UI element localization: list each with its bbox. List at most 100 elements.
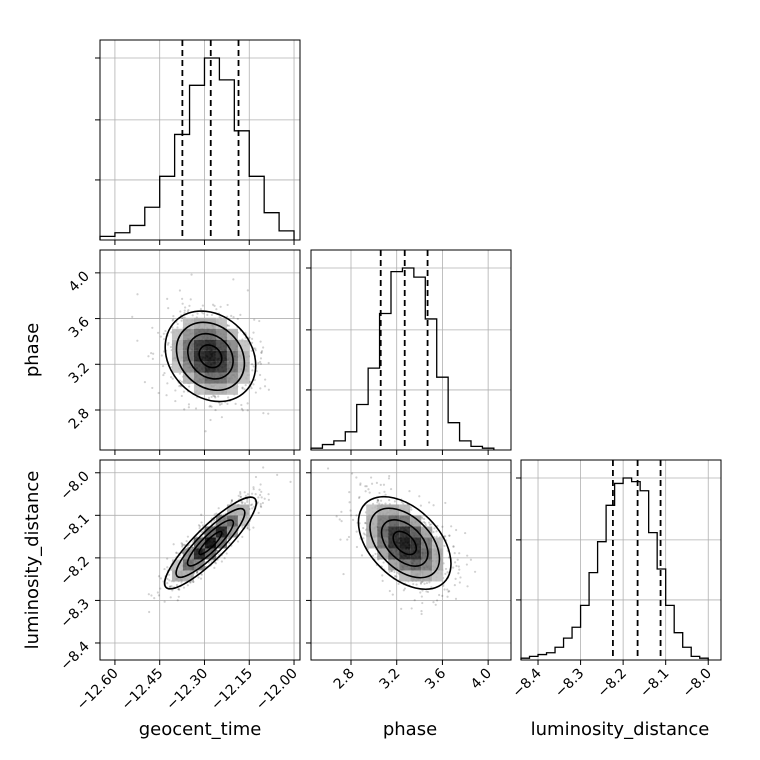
sample-point xyxy=(181,302,184,305)
sample-point xyxy=(195,572,199,575)
density-cell xyxy=(366,526,378,538)
sample-point xyxy=(226,303,229,307)
sample-point xyxy=(252,383,255,386)
sample-point xyxy=(424,522,427,525)
y-tick-label: −8.3 xyxy=(57,596,92,631)
density-cell xyxy=(182,317,194,329)
sample-point xyxy=(393,575,397,578)
sample-point xyxy=(217,395,220,398)
sample-point xyxy=(181,545,184,548)
density-cell xyxy=(399,504,411,516)
sample-point xyxy=(172,543,175,546)
sample-point xyxy=(433,527,436,530)
sample-point xyxy=(239,495,242,498)
sample-point xyxy=(246,526,249,529)
sample-point xyxy=(243,491,246,494)
density-cell xyxy=(366,537,378,549)
sample-point xyxy=(453,551,456,555)
density-cell xyxy=(215,361,227,373)
sample-point xyxy=(256,501,259,504)
sample-point xyxy=(378,491,381,495)
sample-point xyxy=(215,555,218,558)
sample-point xyxy=(243,388,246,391)
x-tick-label: 3.2 xyxy=(376,666,403,693)
contour-line xyxy=(198,344,223,369)
sample-point xyxy=(364,485,367,488)
density-cell xyxy=(171,559,183,571)
sample-point xyxy=(244,384,247,387)
sample-point xyxy=(466,585,469,588)
sample-point xyxy=(167,341,170,345)
sample-point xyxy=(384,502,387,505)
sample-point xyxy=(237,494,240,497)
sample-point xyxy=(267,361,270,365)
sample-point xyxy=(452,566,455,569)
sample-point xyxy=(232,316,235,319)
sample-point xyxy=(248,528,251,531)
density-cell xyxy=(421,537,433,549)
sample-point xyxy=(150,352,153,355)
panel-frame xyxy=(99,39,301,241)
sample-point xyxy=(162,338,166,341)
sample-point xyxy=(246,500,249,503)
sample-point xyxy=(262,412,265,415)
density-cell xyxy=(182,548,194,560)
density-cell xyxy=(237,372,249,384)
sample-point xyxy=(260,351,263,354)
sample-point xyxy=(446,595,449,598)
contour-line xyxy=(164,310,257,403)
sample-point xyxy=(254,391,257,394)
sample-point xyxy=(397,582,400,585)
y-tick-label: −8.0 xyxy=(57,468,92,503)
density-cell xyxy=(410,570,422,582)
sample-point xyxy=(355,545,359,549)
sample-point xyxy=(136,293,139,296)
sample-point xyxy=(263,497,266,500)
sample-point xyxy=(455,528,458,532)
sample-point xyxy=(236,540,240,543)
sample-point xyxy=(241,526,244,529)
sample-point xyxy=(210,313,214,317)
sample-point xyxy=(456,558,459,561)
sample-point xyxy=(362,537,365,540)
sample-point xyxy=(420,595,423,598)
sample-point xyxy=(197,524,201,527)
sample-point xyxy=(214,396,217,399)
sample-point xyxy=(259,357,263,360)
density-cell xyxy=(377,526,389,538)
density-cell xyxy=(432,537,444,549)
density-cell xyxy=(399,559,411,571)
sample-point xyxy=(448,589,451,593)
sample-point xyxy=(259,360,262,364)
sample-point xyxy=(452,545,455,548)
sample-point xyxy=(178,372,181,375)
hist-panel-geocent-time xyxy=(95,39,301,245)
sample-point xyxy=(243,502,247,505)
sample-point xyxy=(200,573,203,576)
sample-point xyxy=(215,512,218,515)
sample-point xyxy=(424,523,427,527)
sample-point xyxy=(186,535,190,538)
density-cell xyxy=(410,526,422,538)
sample-point xyxy=(210,405,213,408)
density-cell xyxy=(388,504,400,516)
sample-point xyxy=(427,521,431,524)
sample-point xyxy=(160,354,163,357)
sample-point xyxy=(240,403,243,407)
sample-point xyxy=(241,409,244,412)
sample-point xyxy=(388,570,391,573)
sample-point xyxy=(198,527,201,530)
density-cell xyxy=(432,548,444,560)
sample-point xyxy=(423,582,426,585)
x-axis-label-geocent-time: geocent_time xyxy=(139,719,262,740)
sample-point xyxy=(364,533,367,536)
sample-point xyxy=(248,380,251,383)
sample-point xyxy=(262,346,265,349)
sample-point xyxy=(250,341,254,344)
sample-point xyxy=(206,313,209,316)
sample-point xyxy=(359,482,362,485)
y-tick-label: 4.0 xyxy=(66,268,93,295)
sample-point xyxy=(166,297,169,301)
density-cell xyxy=(421,526,433,538)
sample-point xyxy=(402,502,405,505)
